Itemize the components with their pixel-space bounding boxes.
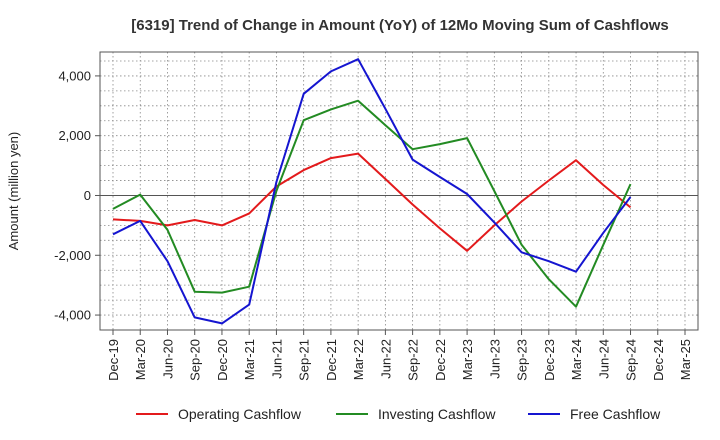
x-tick-label: Dec-20 — [215, 339, 230, 381]
x-tick-label: Mar-25 — [678, 339, 693, 380]
y-tick-label: -2,000 — [54, 248, 91, 263]
x-tick-label: Jun-23 — [487, 339, 502, 379]
x-tick-label: Dec-19 — [106, 339, 121, 381]
legend-label: Investing Cashflow — [378, 406, 496, 422]
x-tick-label: Dec-24 — [651, 339, 666, 381]
x-tick-label: Sep-21 — [297, 339, 312, 381]
x-tick-label: Dec-23 — [542, 339, 557, 381]
series-line-investing-cashflow — [112, 99, 632, 308]
legend-label: Operating Cashflow — [178, 406, 302, 422]
x-tick-label: Sep-24 — [624, 339, 639, 381]
x-tick-label: Mar-24 — [569, 339, 584, 380]
x-tick-label: Jun-24 — [596, 339, 611, 379]
series-lines — [112, 58, 632, 325]
y-tick-label: 0 — [84, 188, 91, 203]
x-tick-label: Mar-23 — [460, 339, 475, 380]
series-line-operating-cashflow — [112, 152, 632, 252]
x-tick-label: Mar-22 — [351, 339, 366, 380]
x-tick-label: Sep-23 — [515, 339, 530, 381]
x-tick-label: Mar-21 — [242, 339, 257, 380]
plot-area — [99, 51, 699, 331]
x-tick-label: Sep-20 — [188, 339, 203, 381]
x-tick-label: Sep-22 — [406, 339, 421, 381]
y-axis-label: Amount (million yen) — [6, 132, 21, 251]
x-tick-label: Mar-20 — [133, 339, 148, 380]
series-line-free-cashflow — [112, 58, 632, 325]
y-axis: -4,000 -2,000 0 2,000 4,000 — [54, 68, 100, 323]
x-tick-label: Jun-22 — [378, 339, 393, 379]
legend: Operating Cashflow Investing Cashflow Free… — [136, 406, 661, 422]
legend-label: Free Cashflow — [570, 406, 661, 422]
x-tick-label: Jun-20 — [160, 339, 175, 379]
x-tick-label: Dec-21 — [324, 339, 339, 381]
y-tick-label: 4,000 — [58, 68, 91, 83]
x-tick-label: Dec-22 — [433, 339, 448, 381]
x-axis: Dec-19 Mar-20 Jun-20 Sep-20 Dec-20 Mar-21 Jun-… — [106, 330, 693, 381]
x-tick-label: Jun-21 — [269, 339, 284, 379]
y-tick-label: 2,000 — [58, 128, 91, 143]
grid — [100, 52, 698, 330]
chart-title: [6319] Trend of Change in Amount (YoY) o… — [131, 17, 669, 34]
y-tick-label: -4,000 — [54, 308, 91, 323]
